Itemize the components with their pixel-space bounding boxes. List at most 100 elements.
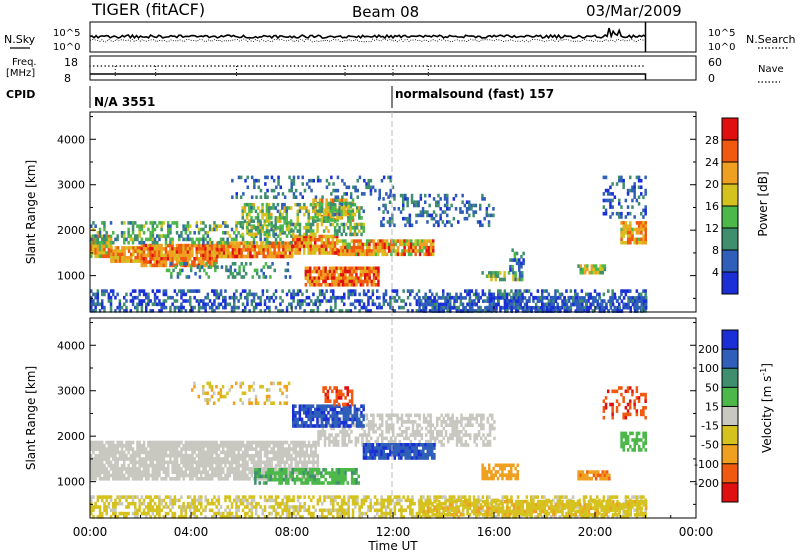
heatmap-cell [485,207,489,211]
heatmap-cell [296,444,300,448]
heatmap-cell [534,296,538,300]
heatmap-cell [441,220,445,224]
heatmap-cell [405,242,409,247]
heatmap-cell [107,251,111,255]
heatmap-cell [515,309,518,313]
heatmap-cell [246,463,249,468]
heatmap-cell [266,175,269,180]
heatmap-cell [515,299,518,303]
heatmap-cell [377,266,380,271]
heatmap-cell [425,420,428,424]
heatmap-cell [277,447,280,451]
heatmap-cell [202,460,205,465]
heatmap-cell [263,470,267,474]
heatmap-cell [377,273,380,277]
heatmap-cell [94,309,97,313]
heatmap-cell [475,292,478,297]
heatmap-cell [328,439,331,444]
heatmap-cell [400,299,403,303]
heatmap-cell [461,200,464,204]
heatmap-cell [356,436,360,441]
heatmap-cell [184,237,188,242]
heatmap-cell [294,247,297,252]
heatmap-cell [259,440,262,445]
heatmap-cell [354,289,357,293]
heatmap-cell [218,248,221,252]
heatmap-cell [487,223,491,228]
heatmap-cell [337,283,341,287]
heatmap-cell [412,242,415,247]
heatmap-cell [351,218,355,222]
heatmap-cell [333,202,337,207]
heatmap-cell [241,457,245,461]
heatmap-cell [611,302,615,307]
heatmap-cell [224,302,227,307]
heatmap-cell [208,260,212,264]
heatmap-cell [120,463,124,468]
heatmap-cell [453,302,456,307]
heatmap-cell [530,309,533,313]
heatmap-cell [129,309,133,313]
heatmap-cell [92,227,95,232]
heatmap-cell [624,231,628,235]
heatmap-cell [366,242,369,247]
heatmap-cell [635,175,639,180]
freq-point [604,65,606,67]
heatmap-cell [112,477,115,481]
heatmap-cell [245,222,249,227]
heatmap-cell [299,460,302,465]
heatmap-cell [394,239,398,243]
freq-point [619,65,621,67]
heatmap-cell [543,289,546,293]
heatmap-cell [147,237,150,242]
heatmap-cell [633,306,637,310]
heatmap-cell [228,234,232,238]
freq-point [611,65,614,67]
heatmap-cell [266,460,269,465]
heatmap-cell [401,242,404,247]
heatmap-cell [290,185,293,190]
heatmap-cell [382,175,386,180]
heatmap-cell [244,453,247,458]
heatmap-cell [200,221,203,225]
heatmap-cell [94,457,97,461]
heatmap-cell [626,231,630,235]
heatmap-cell [336,195,340,199]
freq-point [566,65,568,67]
heatmap-cell [112,447,115,451]
heatmap-cell [468,299,471,303]
heatmap-cell [325,247,328,252]
freq-point [343,65,345,67]
heatmap-cell [96,292,100,297]
heatmap-cell [354,185,357,190]
heatmap-cell [429,413,432,418]
heatmap-cell [228,440,232,445]
heatmap-cell [279,440,282,445]
heatmap-cell [358,299,361,303]
heatmap-cell [322,234,326,239]
heatmap-cell [142,263,146,268]
heatmap-cell [565,305,568,310]
heatmap-cell [547,292,551,297]
heatmap-cell [354,292,357,297]
heatmap-cell [346,245,349,250]
heatmap-cell [392,249,395,253]
heatmap-cell [624,224,628,228]
heatmap-cell [376,305,379,310]
heatmap-cell [341,426,344,431]
heatmap-cell [513,255,517,259]
heatmap-cell [259,226,262,230]
heatmap-cell [399,193,403,198]
heatmap-cell [125,305,128,310]
heatmap-cell [523,289,526,293]
heatmap-cell [640,237,643,242]
heatmap-cell [246,175,249,180]
heatmap-cell [514,277,517,282]
freq-point [445,65,447,67]
heatmap-cell [217,224,221,228]
heatmap-cell [443,210,447,214]
heatmap-cell [375,273,378,277]
heatmap-cell [349,219,352,223]
freq-point [115,65,118,67]
heatmap-cell [206,234,210,238]
